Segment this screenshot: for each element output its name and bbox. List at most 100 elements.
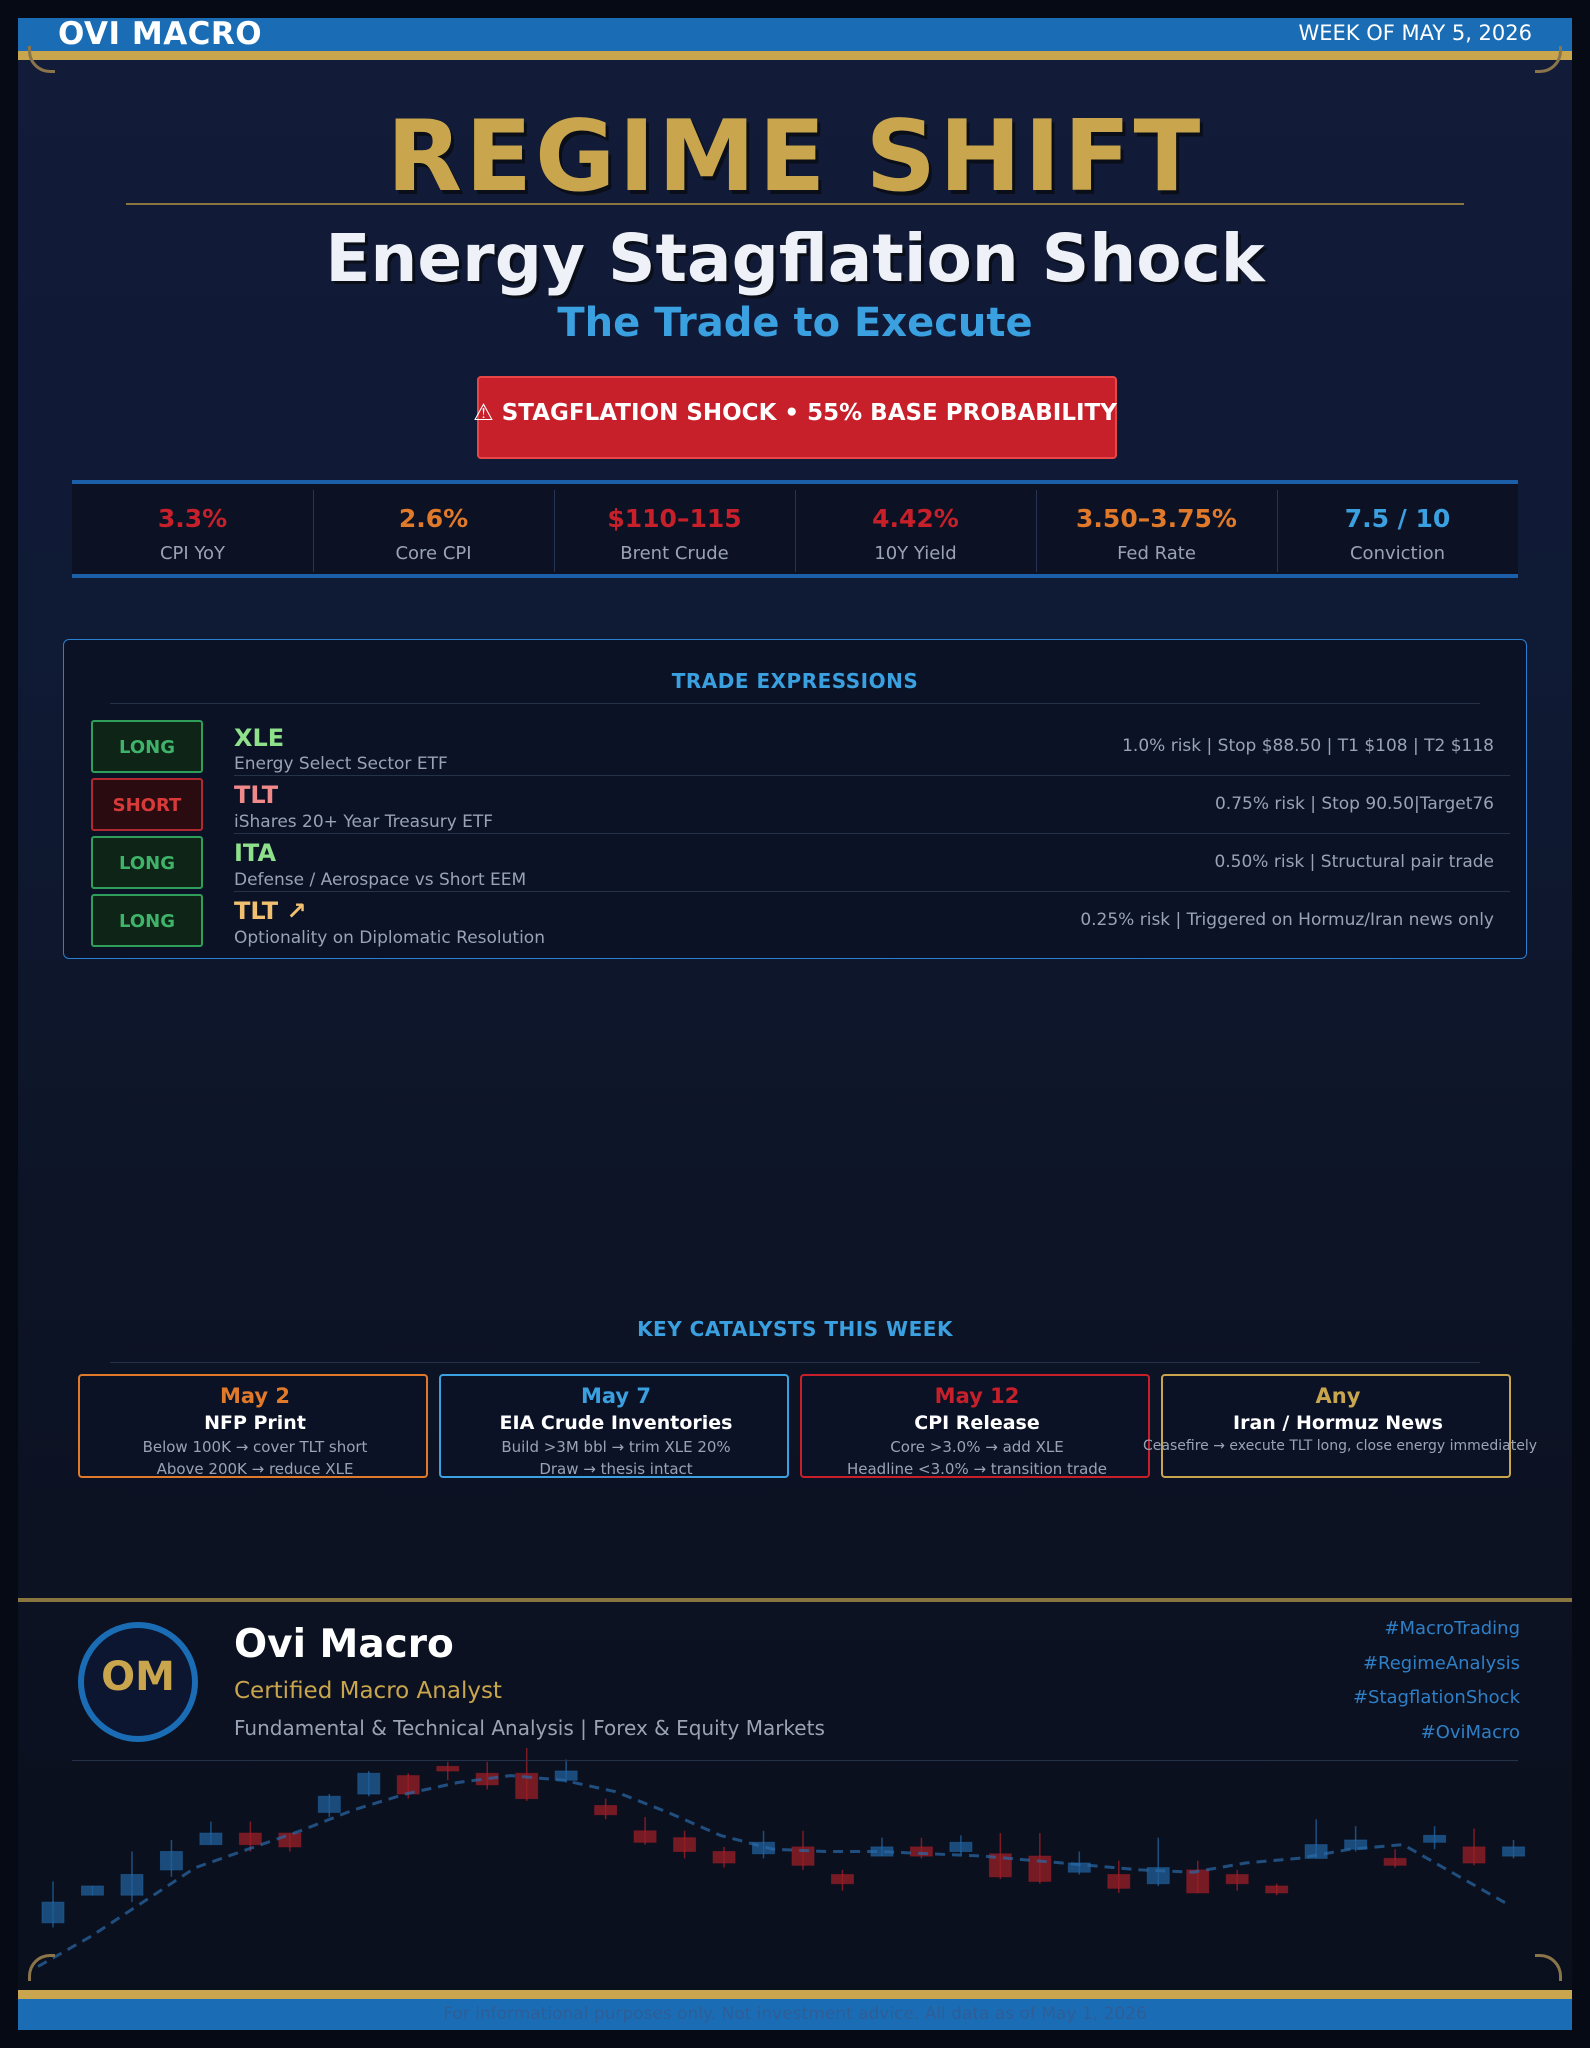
trade-expressions-heading: TRADE EXPRESSIONS (671, 669, 919, 693)
candle-body (1265, 1885, 1289, 1894)
candle-body (238, 1832, 262, 1846)
catalyst-line: Core >3.0% → add XLE (890, 1438, 1064, 1456)
author-logo: OM (78, 1622, 198, 1742)
stat-10y: 4.42% 10Y Yield (795, 484, 1036, 564)
candle-body (41, 1901, 65, 1924)
stat-divider (795, 490, 796, 572)
candle-body (1423, 1834, 1447, 1843)
author-focus: Fundamental & Technical Analysis | Forex… (234, 1716, 825, 1740)
hashtag: #StagflationShock (1352, 1687, 1520, 1708)
stat-label: 10Y Yield (874, 543, 957, 564)
stat-divider (1277, 490, 1278, 572)
logo-initials: OM (101, 1654, 175, 1700)
stat-label: Brent Crude (620, 543, 729, 564)
alert-banner (477, 376, 1117, 459)
catalyst-line: Build >3M bbl → trim XLE 20% (501, 1438, 731, 1456)
candle-body (1107, 1874, 1131, 1889)
corner-ornament-bl (28, 1954, 55, 1981)
catalyst-title: EIA Crude Inventories (499, 1412, 733, 1434)
stat-cpi: 3.3% CPI YoY (72, 484, 313, 564)
candle-body (830, 1874, 854, 1885)
corner-ornament-tr (1535, 46, 1562, 73)
stat-value: 4.42% (872, 504, 959, 533)
stat-value: 3.3% (157, 504, 228, 533)
stat-label: Conviction (1349, 543, 1446, 564)
stat-divider (554, 490, 555, 572)
candle-body (317, 1795, 341, 1813)
ticker: ITA (234, 839, 277, 867)
ticker-description: Optionality on Diplomatic Resolution (234, 928, 545, 948)
headline: REGIME SHIFT (386, 100, 1204, 214)
trend-line (37, 1774, 1509, 1968)
trade-details: 0.50% risk | Structural pair trade (1214, 852, 1494, 872)
brand-name: OVI MACRO (58, 18, 263, 52)
stat-brent: $110–115 Brent Crude (554, 484, 795, 564)
candle-body (949, 1841, 973, 1853)
side-badge-long: LONG (91, 720, 203, 773)
ticker: TLT ↗ (234, 897, 307, 925)
side-badge-long: LONG (91, 836, 203, 889)
side-badge-short: SHORT (91, 778, 203, 831)
gold-divider-top (18, 51, 1572, 60)
stat-divider (1036, 490, 1037, 572)
catalyst-card: May 7 EIA Crude Inventories Build >3M bb… (439, 1374, 789, 1478)
stat-fed: 3.50–3.75% Fed Rate (1036, 484, 1277, 564)
catalyst-card: May 12 CPI Release Core >3.0% → add XLE … (800, 1374, 1150, 1478)
candle-body (1067, 1862, 1091, 1873)
stats-bottom-rule (72, 574, 1518, 578)
candle-body (673, 1837, 697, 1852)
hashtag: #RegimeAnalysis (1362, 1653, 1520, 1674)
heading-rule (110, 1362, 1480, 1363)
catalyst-card: May 2 NFP Print Below 100K → cover TLT s… (78, 1374, 428, 1478)
stat-label: Core CPI (395, 543, 472, 564)
footer-rule (72, 1760, 1518, 1761)
author-title: Certified Macro Analyst (234, 1678, 502, 1704)
ticker: TLT (234, 781, 279, 809)
catalyst-date: May 12 (934, 1384, 1020, 1408)
bottom-bar (18, 1999, 1572, 2030)
stat-core-cpi: 2.6% Core CPI (313, 484, 554, 564)
gold-divider-footer (18, 1598, 1572, 1602)
subtitle: Energy Stagflation Shock (325, 220, 1265, 297)
candle-body (554, 1770, 578, 1781)
ticker-description: Energy Select Sector ETF (234, 754, 448, 774)
candle-body (80, 1885, 104, 1896)
catalyst-date: May 2 (219, 1384, 291, 1408)
catalysts-heading: KEY CATALYSTS THIS WEEK (637, 1317, 953, 1341)
heading-rule (110, 703, 1480, 704)
ticker-description: Defense / Aerospace vs Short EEM (234, 870, 527, 890)
candle-body (199, 1832, 223, 1846)
stat-conviction: 7.5 / 10 Conviction (1277, 484, 1518, 564)
candle-body (1383, 1857, 1407, 1866)
stat-value: $110–115 (607, 504, 742, 533)
top-bar: OVI MACRO WEEK OF MAY 5, 2026 (18, 18, 1572, 52)
candle-body (515, 1772, 539, 1800)
candle-body (120, 1874, 144, 1896)
alert-text: ⚠ STAGFLATION SHOCK • 55% BASE PROBABILI… (473, 400, 1117, 426)
hashtag: #MacroTrading (1384, 1618, 1520, 1639)
candle-body (159, 1851, 183, 1871)
trade-details: 0.75% risk | Stop 90.50|Target76 (1214, 794, 1494, 814)
candle-body (396, 1775, 420, 1795)
catalyst-line: Below 100K → cover TLT short (142, 1438, 368, 1456)
corner-ornament-br (1535, 1954, 1562, 1981)
candle-body (1502, 1846, 1526, 1857)
ticker-description: iShares 20+ Year Treasury ETF (234, 812, 494, 832)
candle-body (633, 1830, 657, 1843)
stat-label: CPI YoY (159, 543, 226, 564)
stat-label: Fed Rate (1117, 543, 1196, 564)
row-divider (234, 775, 1510, 776)
candle-body (712, 1851, 736, 1864)
catalyst-card: Any Iran / Hormuz News Ceasefire → execu… (1143, 1374, 1537, 1478)
stat-value: 2.6% (398, 504, 469, 533)
catalyst-date: May 7 (580, 1384, 652, 1408)
catalyst-line: Headline <3.0% → transition trade (846, 1460, 1108, 1478)
trade-details: 0.25% risk | Triggered on Hormuz/Iran ne… (1080, 910, 1494, 930)
trade-expressions-panel (63, 639, 1527, 959)
tagline: The Trade to Execute (557, 300, 1033, 346)
gold-divider-bottom (18, 1990, 1572, 1999)
catalyst-date: Any (1315, 1384, 1361, 1408)
headline-underline (126, 203, 1464, 205)
poster: OVI MACRO WEEK OF MAY 5, 2026 REGIME SHI… (18, 18, 1572, 2030)
candle-body (436, 1765, 460, 1772)
